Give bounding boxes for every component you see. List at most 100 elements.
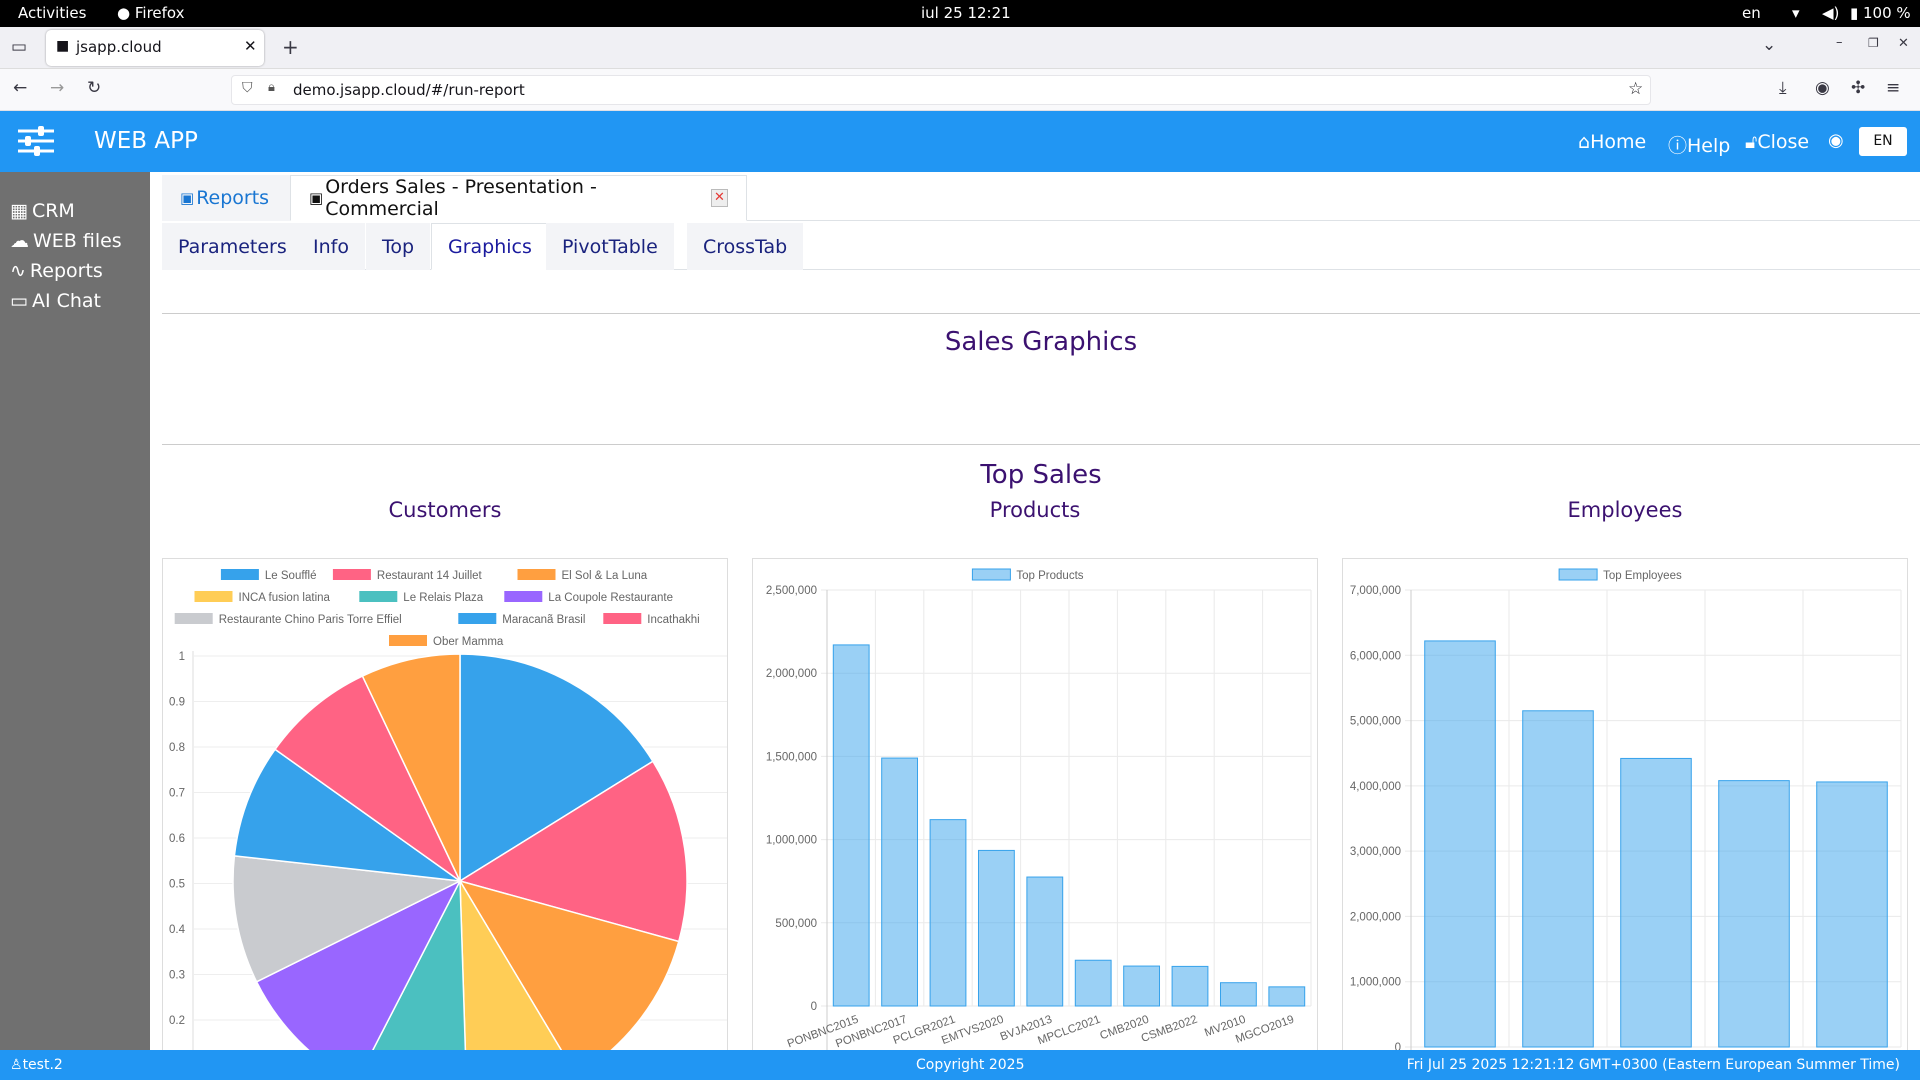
url-text[interactable]: demo.jsapp.cloud/#/run-report xyxy=(293,81,525,99)
y-tick-label: 5,000,000 xyxy=(1350,716,1401,728)
y-tick-label: 0.5 xyxy=(169,879,185,891)
app-title: WEB APP xyxy=(94,128,198,154)
home-link[interactable]: ⌂Home xyxy=(1578,131,1646,153)
bar xyxy=(1074,959,1112,1007)
legend-swatch xyxy=(332,569,371,580)
employees-bar-chart: Top Employees 0 1,000,000 2,000,000 3,000,00… xyxy=(1342,558,1908,1050)
bar xyxy=(1718,780,1790,1048)
close-tab-icon[interactable]: ✕ xyxy=(244,37,257,55)
y-tick-label: 1,500,000 xyxy=(766,751,817,763)
tab-overview-icon[interactable]: ▭ xyxy=(11,37,28,57)
bar xyxy=(881,757,919,1007)
tab-report-current[interactable]: ▣ Orders Sales - Presentation - Commercia… xyxy=(290,175,747,221)
y-tick-label: 7,000,000 xyxy=(1350,585,1401,597)
tab-title: jsapp.cloud xyxy=(76,38,162,56)
reload-icon[interactable]: ↻ xyxy=(87,78,102,98)
legend-label: INCA fusion latina xyxy=(239,592,331,604)
close-link[interactable]: 🔓︎Close xyxy=(1745,131,1809,153)
legend-label: Restaurante Chino Paris Torre Effiel xyxy=(219,614,402,626)
tab-report-label: Orders Sales - Presentation - Commercial xyxy=(325,176,597,220)
legend-label: Top Employees xyxy=(1603,570,1682,582)
activities-button[interactable]: Activities xyxy=(18,4,87,22)
tab-pivottable[interactable]: PivotTable xyxy=(546,223,674,270)
address-bar[interactable]: ⛉ 🔒︎ demo.jsapp.cloud/#/run-report ☆ xyxy=(231,75,1651,105)
input-language[interactable]: en xyxy=(1742,4,1761,22)
pie-slice xyxy=(255,879,462,1050)
products-heading: Products xyxy=(989,498,1081,522)
tab-crosstab[interactable]: CrossTab xyxy=(687,223,804,270)
sidebar-item-ai-chat[interactable]: ▭ AI Chat xyxy=(0,286,150,316)
settings-sliders-icon[interactable] xyxy=(18,126,54,156)
wifi-icon[interactable]: ▾ xyxy=(1792,4,1800,22)
tab-top[interactable]: Top xyxy=(366,223,431,270)
tab-parameters[interactable]: Parameters xyxy=(162,223,303,270)
browser-tab[interactable]: ■ jsapp.cloud ✕ xyxy=(46,30,264,66)
sidebar-item-web-files[interactable]: ☁ WEB files xyxy=(0,226,150,256)
shield-icon[interactable]: ⛉ xyxy=(242,80,253,96)
status-datetime: Fri Jul 25 2025 12:21:12 GMT+0300 (Easte… xyxy=(1406,1057,1900,1073)
calculator-icon: ▣ xyxy=(180,189,195,207)
sidebar-item-label: Reports xyxy=(29,260,103,282)
extensions-icon[interactable]: ✣ xyxy=(1851,78,1866,98)
lock-icon[interactable]: 🔒︎ xyxy=(268,80,275,95)
main-content: ▣ Reports ▣ Orders Sales - Presentation - … xyxy=(150,172,1920,1050)
battery-icon[interactable]: ▮ xyxy=(1850,4,1859,22)
bar xyxy=(1026,876,1064,1007)
downloads-icon[interactable]: ⤓ xyxy=(1779,78,1787,98)
sidebar: ▦ CRM ☁ WEB files ∿ Reports ▭ AI Chat xyxy=(0,172,150,1050)
legend-swatch xyxy=(359,591,398,602)
tab-graphics[interactable]: Graphics xyxy=(431,223,549,270)
y-tick-label: 2,000,000 xyxy=(766,668,817,680)
bar xyxy=(1424,640,1496,1048)
restore-icon[interactable]: ❐ xyxy=(1868,36,1879,50)
legend-label: Le Soufflé xyxy=(265,570,317,582)
y-tick-label: 0.4 xyxy=(169,924,186,936)
sidebar-item-crm[interactable]: ▦ CRM xyxy=(0,196,150,226)
legend-label: Le Relais Plaza xyxy=(403,592,484,604)
bar xyxy=(1620,757,1692,1048)
tab-info[interactable]: Info xyxy=(297,223,365,270)
sidebar-item-reports[interactable]: ∿ Reports xyxy=(0,256,150,286)
app-name: Firefox xyxy=(134,4,185,22)
back-icon[interactable]: ← xyxy=(13,78,28,98)
legend-label: Top Products xyxy=(1016,570,1083,582)
home-label: Home xyxy=(1590,131,1647,153)
minimize-icon[interactable]: – xyxy=(1836,35,1843,50)
help-link[interactable]: ⓘHelp xyxy=(1668,131,1730,158)
forward-icon[interactable]: → xyxy=(50,78,65,98)
pie-slice xyxy=(232,855,463,983)
language-button[interactable]: EN xyxy=(1859,127,1907,156)
sidebar-item-label: CRM xyxy=(31,200,75,222)
firefox-app-label[interactable]: ● Firefox xyxy=(117,4,185,22)
tab-reports[interactable]: ▣ Reports xyxy=(162,175,290,221)
volume-icon[interactable]: ◀) xyxy=(1822,4,1840,22)
legend-swatch xyxy=(517,569,556,580)
bookmark-star-icon[interactable]: ☆ xyxy=(1628,79,1644,99)
y-tick-label: 0 xyxy=(1395,1042,1401,1050)
legend-label: Maracanã Brasil xyxy=(502,614,585,626)
sales-graphics-heading: Sales Graphics xyxy=(944,327,1138,357)
list-tabs-icon[interactable]: ⌄ xyxy=(1762,35,1777,55)
browser-tab-strip: ▭ ■ jsapp.cloud ✕ + ⌄ – ❐ ✕ xyxy=(0,27,1920,69)
y-tick-label: 1,000,000 xyxy=(1350,977,1401,989)
y-tick-label: 3,000,000 xyxy=(1350,846,1401,858)
y-tick-label: 0.7 xyxy=(169,788,185,800)
menu-icon[interactable]: ≡ xyxy=(1886,78,1901,98)
status-user[interactable]: ♙test.2 xyxy=(10,1057,63,1073)
x-tick-label: CSMB2022 xyxy=(1140,1014,1199,1045)
calculator-icon: ▣ xyxy=(309,189,324,207)
pie-slice xyxy=(233,748,463,883)
close-tab-icon[interactable]: ✕ xyxy=(710,189,728,207)
clock[interactable]: iul 25 12:21 xyxy=(921,4,1011,22)
bar xyxy=(977,849,1015,1007)
account-icon[interactable]: ◉ xyxy=(1815,78,1830,98)
legend-swatch xyxy=(194,591,233,602)
close-window-icon[interactable]: ✕ xyxy=(1898,36,1909,51)
new-tab-icon[interactable]: + xyxy=(282,35,299,59)
legend-swatch xyxy=(603,613,642,624)
bar xyxy=(1268,986,1306,1007)
legend-swatch xyxy=(1558,568,1598,581)
products-bar-chart: Top Products 0 500,000 1,000,000 1,500,000 2,… xyxy=(752,558,1318,1050)
user-icon[interactable]: ◉ xyxy=(1828,130,1844,151)
home-icon: ⌂ xyxy=(1578,131,1591,153)
